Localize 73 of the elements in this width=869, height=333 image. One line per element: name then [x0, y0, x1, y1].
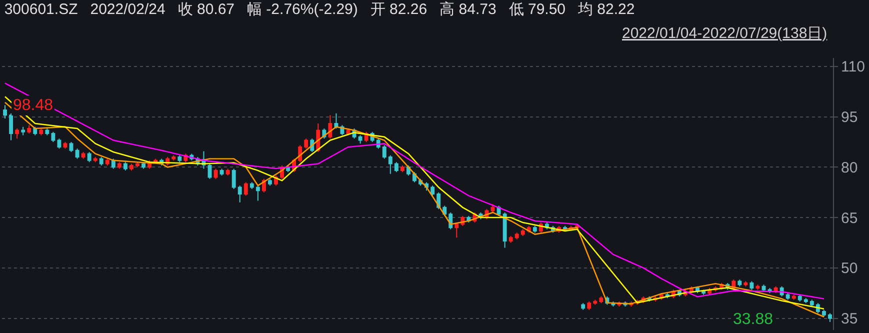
candlestick	[400, 164, 404, 173]
annotation: 33.88	[733, 311, 774, 328]
chart-subtitle: 2022/01/04-2022/07/29(138日)	[622, 25, 828, 42]
candlestick	[63, 141, 68, 150]
candlestick	[388, 154, 392, 174]
y-tick-label: 110	[841, 58, 865, 76]
candlestick	[744, 280, 748, 287]
chart-title: 300601.SZ 2022/02/24 收 80.67 幅 -2.76%(-2.29) 开 82.26 高 84.73 低 79.50 均 82.22	[4, 0, 635, 18]
candlestick	[226, 168, 230, 176]
candlestick	[87, 152, 92, 163]
candlestick	[244, 182, 248, 196]
candlestick	[142, 162, 146, 170]
candlestick	[593, 299, 598, 306]
candlestick	[214, 168, 218, 180]
candlestick	[394, 162, 398, 173]
candlestick	[804, 298, 808, 304]
candlestick	[123, 162, 128, 171]
candlestick	[129, 163, 134, 171]
y-tick-label: 50	[841, 260, 858, 278]
candlestick	[798, 294, 802, 302]
candlestick	[786, 292, 790, 300]
candlestick	[15, 128, 20, 140]
candlestick	[256, 185, 260, 202]
candlestick	[45, 128, 50, 136]
candlestick	[136, 162, 140, 168]
candlestick	[250, 182, 254, 190]
candlestick	[520, 228, 525, 236]
y-tick-label: 95	[841, 109, 858, 126]
candlestick	[220, 168, 224, 176]
candlestick	[268, 178, 272, 186]
candlestick	[27, 124, 32, 134]
candlestick	[334, 112, 338, 130]
candlestick	[57, 138, 62, 150]
candlestick	[502, 212, 507, 248]
candlestick	[810, 299, 814, 307]
candlestick	[69, 141, 74, 153]
candlestick	[454, 222, 459, 238]
candlestick	[81, 152, 86, 160]
candlestick	[490, 204, 495, 213]
candlestick	[99, 156, 104, 166]
candlestick	[599, 296, 604, 304]
candlestick	[238, 185, 242, 203]
candlestick	[738, 279, 742, 287]
candlestick	[508, 235, 513, 244]
candlestick	[358, 134, 362, 144]
candlestick	[75, 148, 80, 160]
candlestick	[587, 300, 592, 310]
candlestick	[51, 131, 56, 142]
candlestick	[792, 294, 796, 300]
candlestick	[430, 185, 435, 196]
candlestick	[750, 280, 754, 290]
y-tick-label: 35	[841, 310, 858, 328]
candlestick	[304, 138, 308, 150]
candlestick	[3, 104, 7, 119]
candlestick	[828, 312, 832, 323]
candlestick	[328, 114, 332, 140]
annotation: 98.48	[13, 97, 54, 114]
candlestick	[232, 168, 236, 190]
candlestick	[172, 154, 176, 161]
candlestick	[117, 162, 122, 170]
candlestick	[93, 156, 98, 163]
candlestick	[21, 126, 26, 136]
candlestick	[514, 232, 519, 240]
candlestick	[39, 128, 44, 136]
y-tick-label: 65	[841, 210, 858, 227]
candlestick	[9, 112, 14, 141]
candlestick	[105, 158, 110, 166]
candlestick	[178, 154, 182, 163]
candlestick	[382, 144, 386, 160]
candlestick	[822, 309, 826, 318]
candlestick	[532, 225, 537, 234]
y-tick-label: 80	[841, 159, 858, 176]
candlestick	[581, 302, 586, 310]
